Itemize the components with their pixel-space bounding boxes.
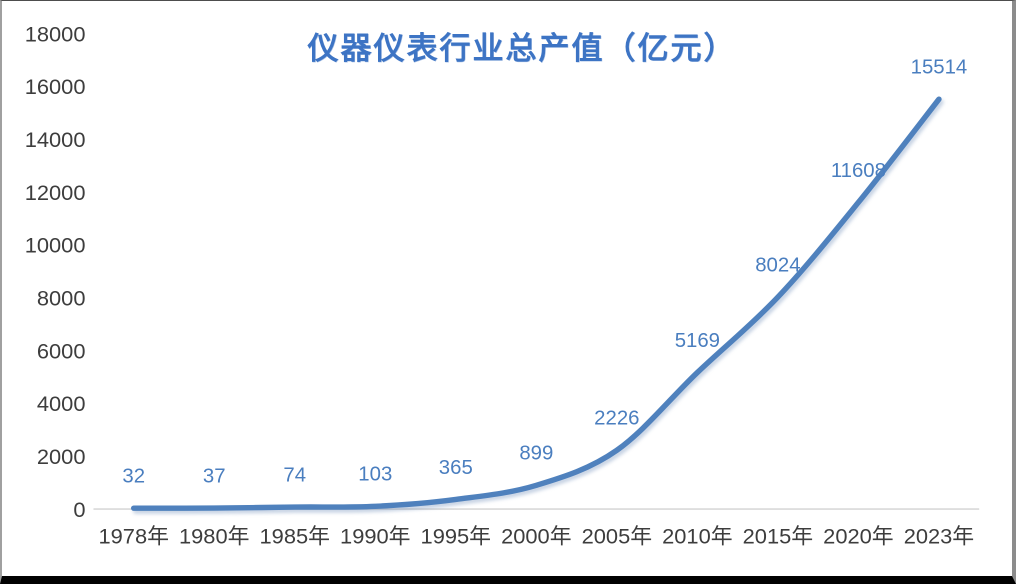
data-point-label: 32	[122, 466, 145, 488]
data-point-label: 2226	[594, 408, 639, 430]
x-axis-tick-label: 1990年	[340, 524, 410, 549]
x-axis-tick-label: 2023年	[904, 524, 974, 549]
x-axis-tick-label: 2020年	[823, 524, 893, 549]
x-axis-tick-label: 2000年	[501, 524, 571, 549]
data-point-label: 5169	[675, 330, 720, 352]
y-axis-tick-label: 4000	[37, 391, 86, 416]
y-axis-tick-label: 10000	[25, 233, 86, 258]
y-axis-tick-label: 0	[73, 497, 85, 522]
trend-line	[130, 96, 942, 511]
data-point-label: 11608	[831, 160, 886, 182]
y-axis-tick-label: 12000	[25, 180, 86, 205]
data-point-label: 103	[358, 464, 392, 486]
data-point-label: 15514	[911, 57, 968, 79]
data-point-label: 37	[203, 466, 226, 488]
x-axis-tick-label: 2010年	[662, 524, 732, 549]
y-axis-tick-label: 16000	[25, 74, 86, 99]
y-axis-tick-label: 2000	[37, 444, 86, 469]
x-axis-tick-label: 1980年	[179, 524, 249, 549]
data-point-label: 74	[283, 465, 306, 487]
x-axis-tick-label: 1985年	[260, 524, 330, 549]
y-axis-tick-label: 6000	[37, 339, 86, 364]
data-point-label: 899	[519, 443, 553, 465]
x-axis-tick-label: 2005年	[582, 524, 652, 549]
y-axis-tick-label: 18000	[25, 21, 86, 46]
y-axis-tick-label: 8000	[37, 286, 86, 311]
x-axis-tick-label: 1978年	[98, 524, 168, 549]
line-chart: 0 2000 4000 6000 8000 10000 12000 14000 16000 180…	[25, 21, 980, 549]
data-point-label: 8024	[755, 255, 800, 277]
x-axis-tick-label: 1995年	[421, 524, 491, 549]
x-axis-tick-label: 2015年	[743, 524, 813, 549]
y-axis-tick-label: 14000	[25, 127, 86, 152]
data-point-label: 365	[439, 457, 473, 479]
